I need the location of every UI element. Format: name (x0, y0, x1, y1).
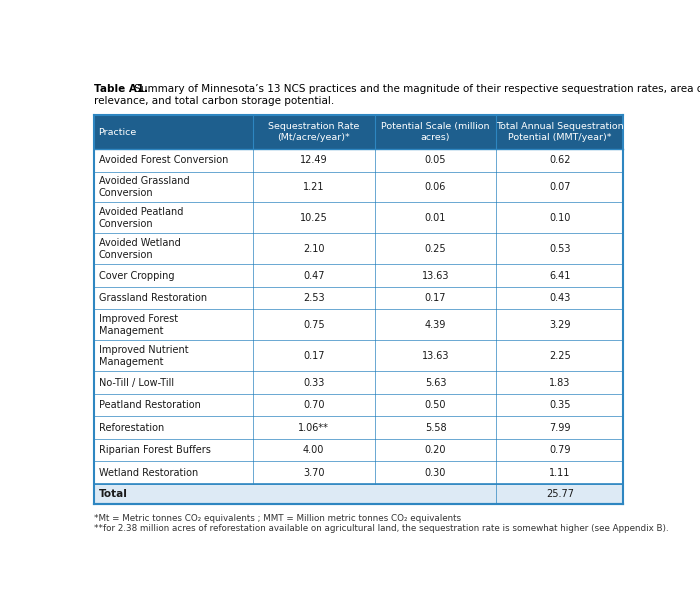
Text: Summary of Minnesota’s 13 NCS practices and the magnitude of their respective se: Summary of Minnesota’s 13 NCS practices … (131, 84, 700, 94)
Text: 0.79: 0.79 (550, 445, 570, 455)
Text: 25.77: 25.77 (546, 489, 574, 499)
Bar (94, 264, 624, 287)
Text: 10.25: 10.25 (300, 213, 328, 223)
Text: Avoided Peatland
Conversion: Avoided Peatland Conversion (99, 207, 183, 229)
Text: 0.10: 0.10 (550, 213, 570, 223)
Text: 0.01: 0.01 (425, 213, 446, 223)
Text: 0.17: 0.17 (303, 351, 325, 361)
Bar (94, 116, 624, 149)
Text: Cover Cropping: Cover Cropping (99, 270, 174, 281)
Text: Practice: Practice (98, 128, 136, 137)
Text: No-Till / Low-Till: No-Till / Low-Till (99, 378, 174, 388)
Text: 1.21: 1.21 (303, 182, 325, 192)
Bar (94, 149, 624, 171)
Text: 0.43: 0.43 (550, 293, 570, 303)
Text: Riparian Forest Buffers: Riparian Forest Buffers (99, 445, 211, 455)
Text: Table A1.: Table A1. (94, 84, 148, 94)
Text: 2.10: 2.10 (303, 244, 325, 254)
Text: 0.35: 0.35 (550, 400, 570, 410)
Text: 5.63: 5.63 (425, 378, 447, 388)
Bar (94, 341, 624, 371)
Text: relevance, and total carbon storage potential.: relevance, and total carbon storage pote… (94, 96, 335, 106)
Text: 0.33: 0.33 (303, 378, 324, 388)
Bar (94, 309, 624, 341)
Bar (94, 203, 624, 234)
Bar (94, 462, 624, 484)
Text: 5.58: 5.58 (425, 423, 447, 433)
Text: 2.53: 2.53 (303, 293, 325, 303)
Text: Total Annual Sequestration
Potential (MMT/year)*: Total Annual Sequestration Potential (MM… (496, 122, 624, 142)
Text: 0.05: 0.05 (425, 155, 447, 165)
Text: 3.70: 3.70 (303, 468, 325, 478)
Text: 4.39: 4.39 (425, 320, 446, 330)
Text: 0.47: 0.47 (303, 270, 325, 281)
Text: 0.75: 0.75 (303, 320, 325, 330)
Text: Sequestration Rate
(Mt/acre/year)*: Sequestration Rate (Mt/acre/year)* (268, 122, 359, 142)
Text: Peatland Restoration: Peatland Restoration (99, 400, 201, 410)
Text: 0.20: 0.20 (425, 445, 447, 455)
Text: 0.17: 0.17 (425, 293, 447, 303)
Text: 0.06: 0.06 (425, 182, 446, 192)
Text: Total: Total (99, 489, 128, 499)
Text: Avoided Grassland
Conversion: Avoided Grassland Conversion (99, 176, 190, 198)
Text: 1.11: 1.11 (550, 468, 570, 478)
Text: Grassland Restoration: Grassland Restoration (99, 293, 207, 303)
Text: 7.99: 7.99 (550, 423, 570, 433)
Text: 6.41: 6.41 (550, 270, 570, 281)
Text: 1.06**: 1.06** (298, 423, 329, 433)
Text: 0.30: 0.30 (425, 468, 446, 478)
Text: 0.25: 0.25 (425, 244, 447, 254)
Text: **for 2.38 million acres of reforestation available on agricultural land, the se: **for 2.38 million acres of reforestatio… (94, 524, 668, 533)
Text: 0.50: 0.50 (425, 400, 447, 410)
Text: 1.83: 1.83 (550, 378, 570, 388)
Text: 0.70: 0.70 (303, 400, 325, 410)
Bar (94, 394, 624, 416)
Text: 4.00: 4.00 (303, 445, 324, 455)
Text: 13.63: 13.63 (422, 270, 449, 281)
Text: 12.49: 12.49 (300, 155, 328, 165)
Text: Improved Nutrient
Management: Improved Nutrient Management (99, 345, 188, 367)
Bar (94, 371, 624, 394)
Text: 0.07: 0.07 (550, 182, 570, 192)
Text: Avoided Wetland
Conversion: Avoided Wetland Conversion (99, 238, 181, 260)
Bar (94, 416, 624, 439)
Text: Wetland Restoration: Wetland Restoration (99, 468, 198, 478)
Bar (94, 484, 624, 503)
Bar (94, 234, 624, 264)
Text: Potential Scale (million
acres): Potential Scale (million acres) (382, 122, 490, 142)
Text: 0.62: 0.62 (550, 155, 570, 165)
Text: 0.53: 0.53 (550, 244, 570, 254)
Text: Improved Forest
Management: Improved Forest Management (99, 314, 178, 336)
Text: Reforestation: Reforestation (99, 423, 164, 433)
Bar (94, 171, 624, 203)
Text: *Mt = Metric tonnes CO₂ equivalents ; MMT = Million metric tonnes CO₂ equivalent: *Mt = Metric tonnes CO₂ equivalents ; MM… (94, 514, 461, 523)
Bar (94, 287, 624, 309)
Text: 13.63: 13.63 (422, 351, 449, 361)
Text: 3.29: 3.29 (550, 320, 570, 330)
Text: 2.25: 2.25 (549, 351, 570, 361)
Text: Avoided Forest Conversion: Avoided Forest Conversion (99, 155, 228, 165)
Bar (94, 439, 624, 462)
